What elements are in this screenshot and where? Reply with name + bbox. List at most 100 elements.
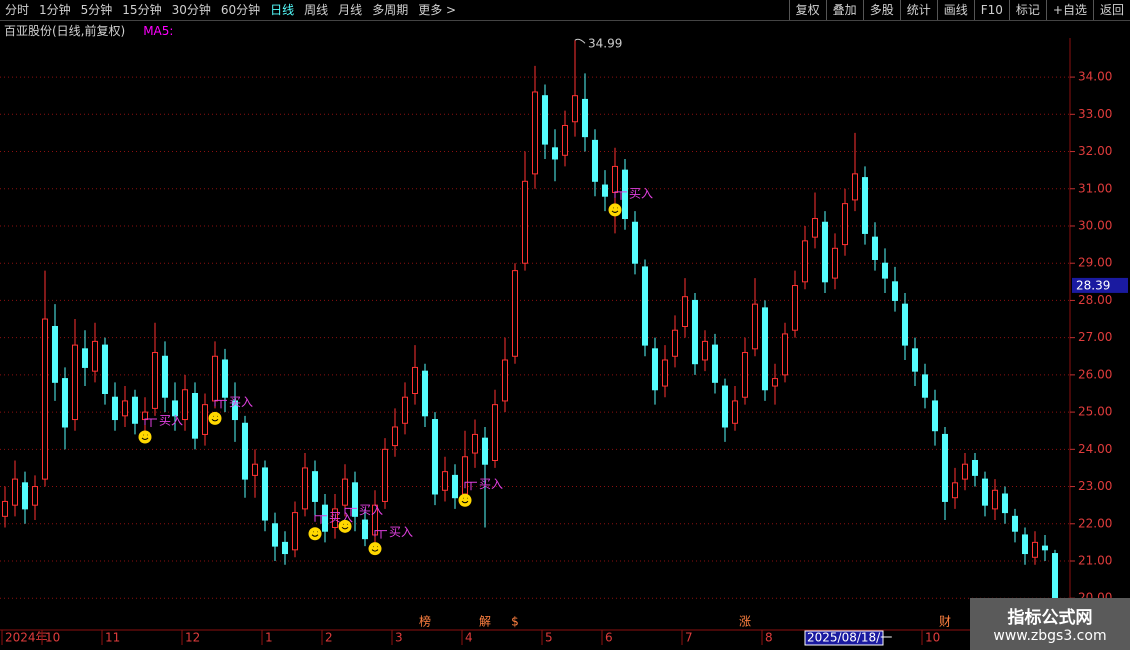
candle-body — [482, 437, 488, 465]
candle-body — [62, 378, 68, 428]
smile — [341, 523, 349, 530]
candle-body — [792, 285, 798, 331]
candle-body — [212, 355, 218, 402]
event-marker: 涨 — [739, 614, 751, 629]
toolbar-button[interactable]: 5分钟 — [80, 3, 113, 17]
max-label: 34.99 — [588, 37, 622, 51]
toolbar-button[interactable]: 30分钟 — [171, 3, 211, 17]
event-marker: 解 — [479, 615, 491, 629]
toolbar-button[interactable]: 1分钟 — [39, 3, 71, 17]
toolbar-button[interactable]: 复权 — [788, 0, 826, 20]
toolbar-button[interactable]: 多股 — [862, 0, 900, 20]
toolbar-button[interactable]: 返回 — [1092, 0, 1130, 20]
signal-label: 买入 — [479, 477, 503, 491]
candle-body — [642, 266, 648, 346]
candle-body — [532, 91, 538, 175]
candle-body — [132, 396, 138, 424]
candle-body — [1042, 545, 1048, 551]
candle-body — [222, 359, 228, 398]
y-tick-label: 34.00 — [1078, 70, 1112, 84]
toolbar-button[interactable]: +自选 — [1045, 0, 1093, 20]
candle-body — [1012, 515, 1018, 532]
signal-label: 买入 — [159, 413, 183, 427]
candle-body — [562, 124, 568, 156]
candle-body — [452, 474, 458, 499]
event-marker: $ — [511, 615, 519, 629]
smile — [611, 207, 619, 213]
signal-label: 买入 — [229, 395, 253, 409]
buy-signal — [608, 203, 622, 217]
candle-body — [842, 203, 848, 246]
toolbar-button[interactable]: 画线 — [936, 0, 974, 20]
candle-body — [1002, 493, 1008, 514]
candle-body — [782, 333, 788, 376]
candle-body — [662, 359, 668, 387]
y-tick-label: 32.00 — [1078, 144, 1112, 158]
candle-body — [262, 467, 268, 521]
x-tick-label: 7 — [685, 631, 693, 645]
candle-body — [942, 433, 948, 502]
toolbar-button[interactable]: 标记 — [1008, 0, 1046, 20]
signal-bracket — [614, 191, 627, 200]
candle-body — [512, 270, 518, 357]
x-tick-label: 10 — [45, 631, 60, 645]
candle-body — [1032, 541, 1038, 558]
candle-body — [492, 404, 498, 461]
candle-body — [982, 478, 988, 506]
candle-body — [342, 478, 348, 506]
smile — [211, 415, 219, 422]
candle-body — [12, 478, 18, 506]
toolbar-button[interactable]: 更多 > — [418, 3, 457, 17]
candle-body — [632, 221, 638, 264]
watermark: 指标公式网 www.zbgs3.com — [970, 598, 1130, 650]
candle-body — [652, 348, 658, 391]
candle-body — [232, 400, 238, 421]
candle-body — [112, 396, 118, 421]
candle-body — [502, 359, 508, 402]
candle-body — [572, 95, 578, 123]
candle-body — [1022, 534, 1028, 555]
y-tick-label: 31.00 — [1078, 181, 1112, 195]
candle-body — [392, 426, 398, 447]
candle-body — [832, 247, 838, 279]
buy-signal — [308, 527, 322, 541]
x-tick-label: 4 — [465, 631, 473, 645]
signal-bracket — [314, 515, 327, 524]
toolbar-button[interactable]: 叠加 — [825, 0, 863, 20]
toolbar-button[interactable]: F10 — [973, 0, 1009, 20]
watermark-url: www.zbgs3.com — [993, 628, 1107, 644]
candle-body — [892, 281, 898, 301]
x-tick-label: 2024年 — [5, 631, 48, 645]
smile — [141, 434, 149, 440]
toolbar-button[interactable]: 60分钟 — [220, 3, 261, 17]
candle-body — [352, 482, 358, 517]
candle-body — [42, 318, 48, 480]
toolbar-button[interactable]: 多周期 — [372, 3, 409, 17]
toolbar-button[interactable]: 15分钟 — [122, 3, 162, 17]
candle-body — [1052, 553, 1058, 599]
candle-body — [912, 348, 918, 372]
toolbar-button[interactable]: 周线 — [304, 3, 329, 17]
signal-bracket — [344, 507, 357, 517]
candle-body — [102, 344, 108, 394]
buy-signal — [368, 542, 382, 556]
y-tick-label: 23.00 — [1078, 479, 1112, 493]
y-tick-label: 22.00 — [1078, 516, 1112, 530]
candle-body — [302, 467, 308, 510]
toolbar-button[interactable]: 日线 — [270, 3, 295, 17]
candle-body — [862, 177, 868, 234]
y-tick-label: 27.00 — [1078, 330, 1112, 344]
candle-body — [442, 471, 448, 491]
toolbar-button[interactable]: 统计 — [899, 0, 937, 20]
y-tick-label: 21.00 — [1078, 553, 1112, 567]
candle-body — [52, 325, 58, 383]
candle-body — [712, 344, 718, 383]
toolbar-button[interactable]: 分时 — [5, 3, 30, 17]
candle-body — [242, 422, 248, 480]
buy-signal — [458, 493, 472, 507]
candle-body — [72, 344, 78, 421]
toolbar-button[interactable]: 月线 — [338, 3, 363, 17]
candle-body — [192, 392, 198, 439]
x-tick-label: 5 — [545, 631, 553, 645]
